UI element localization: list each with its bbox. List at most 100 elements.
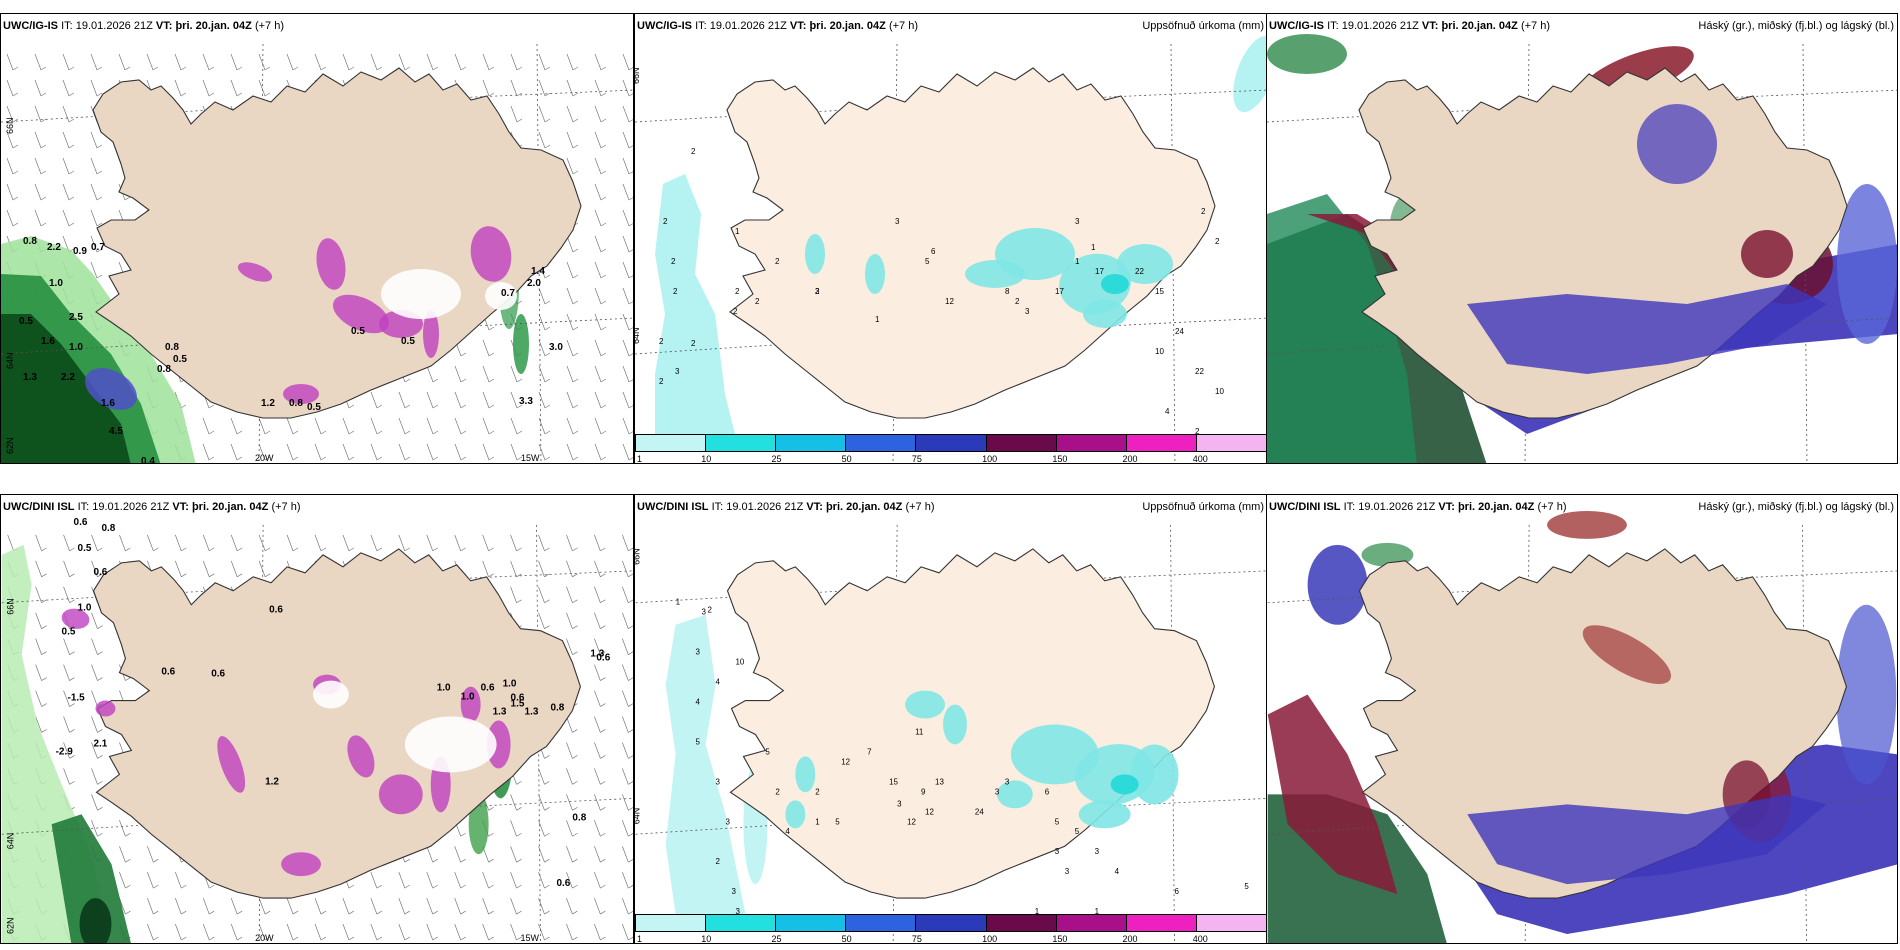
colorbar-segment: [846, 915, 917, 931]
value-label: 0.7: [91, 242, 105, 253]
precip-colorbar: [635, 434, 1267, 452]
value-label: 0.8: [101, 523, 115, 534]
colorbar-segment: [776, 915, 847, 931]
panel-header: UWC/DINI ISL IT: 19.01.2026 21Z VT: þri.…: [637, 501, 935, 513]
value-label: 3: [1065, 867, 1070, 876]
precip-title: Uppsöfnuð úrkoma (mm): [1142, 20, 1264, 32]
precip-title: Uppsöfnuð úrkoma (mm): [1142, 501, 1264, 513]
value-label: 2: [1201, 207, 1206, 216]
value-label: 10: [1215, 387, 1224, 396]
colorbar-labels: 1 10 25 50 75 100 150 200 400: [635, 914, 1267, 944]
value-label: 2: [815, 287, 820, 296]
value-label: 0.7: [501, 288, 515, 299]
colorbar-label: 100: [982, 934, 998, 944]
colorbar-segment: [636, 915, 707, 931]
value-label: 1.0: [69, 342, 83, 353]
value-label: 2: [815, 787, 820, 796]
value-label: 4: [1115, 867, 1120, 876]
value-label: 4.5: [109, 426, 123, 437]
axis-label: 64N: [5, 352, 15, 369]
value-label: 0.5: [173, 354, 187, 365]
value-label: 2: [673, 287, 678, 296]
axis-label: 15W: [521, 453, 540, 463]
value-label: 12: [907, 817, 916, 826]
value-label: 2: [659, 337, 664, 346]
value-label: 1: [735, 227, 740, 236]
panel-header: UWC/IG-IS IT: 19.01.2026 21Z VT: þri. 20…: [1269, 20, 1550, 32]
value-label: 0.5: [351, 326, 365, 337]
value-label: 1.0: [49, 278, 63, 289]
value-label: 3.0: [549, 342, 563, 353]
axis-label: 66N: [5, 117, 15, 134]
value-label: 1.4: [531, 266, 545, 277]
value-label: 5: [925, 257, 930, 266]
value-label: 0.8: [572, 812, 586, 823]
value-label: 3: [1095, 847, 1100, 856]
value-label: 2: [1015, 297, 1020, 306]
value-label: 1.2: [261, 398, 275, 409]
value-label: 3: [1025, 307, 1030, 316]
value-label: 7: [867, 747, 872, 756]
value-label: 5: [1244, 882, 1249, 891]
value-label: 0.8: [289, 398, 303, 409]
value-label: 3: [995, 787, 1000, 796]
value-label: 0.6: [161, 667, 175, 678]
value-label: 6: [1045, 787, 1050, 796]
value-label: 1: [1075, 257, 1080, 266]
value-label: 0.8: [23, 236, 37, 247]
colorbar-segment: [1196, 435, 1266, 451]
value-label: 0.6: [93, 567, 107, 578]
value-label: 2: [1215, 237, 1220, 246]
value-label: 3: [735, 907, 740, 916]
value-label: 17: [1055, 287, 1064, 296]
colorbar-segment: [706, 435, 777, 451]
value-label: 1: [875, 315, 880, 324]
value-label: 5: [1055, 817, 1060, 826]
value-label: 12: [841, 757, 850, 766]
value-label: 1: [815, 817, 820, 826]
value-label: 3: [726, 817, 731, 826]
value-label: 3: [815, 287, 820, 296]
cloud-cover-map: [1267, 34, 1897, 463]
colorbar-label: 10: [701, 454, 712, 464]
value-label: 1.0: [78, 603, 92, 614]
value-label: 2: [1195, 427, 1200, 436]
colorbar-segment: [846, 435, 917, 451]
value-label: 1: [1091, 243, 1096, 252]
value-label: 0.6: [481, 683, 495, 694]
value-label: 0.8: [157, 364, 171, 375]
value-label: -2.9: [56, 746, 74, 757]
value-label: 11: [915, 727, 924, 736]
value-label: 0.5: [19, 316, 33, 327]
panel-precip-top: UWC/IG-IS IT: 19.01.2026 21Z VT: þri. 20…: [634, 13, 1268, 464]
value-label: 3: [696, 648, 701, 657]
value-label: 2.1: [93, 738, 107, 749]
value-label: 2.2: [61, 372, 75, 383]
iceland-landmass: [92, 548, 581, 899]
temperature-map: 66N 64N 62N 20W 15W 0.8 2.2 0.9 0.7 1.0 0.5 2.5 1.6 1…: [1, 43, 633, 463]
value-label: 12: [925, 807, 934, 816]
colorbar-label: 200: [1122, 454, 1138, 464]
value-label: 0.8: [165, 342, 179, 353]
colorbar-label: 25: [771, 934, 782, 944]
value-label: 3: [702, 608, 707, 617]
colorbar-segment: [1056, 915, 1127, 931]
axis-label: 20W: [255, 933, 274, 943]
value-label: 4: [696, 698, 701, 707]
value-label: 3.3: [519, 396, 533, 407]
value-label: 2: [663, 217, 668, 226]
value-label: 2: [716, 857, 721, 866]
value-label: 1.3: [493, 707, 507, 718]
value-label: 2: [775, 257, 780, 266]
value-label: 1.6: [101, 398, 115, 409]
colorbar-label: 10: [701, 934, 712, 944]
value-label: 2.0: [527, 278, 541, 289]
value-label: 2: [708, 606, 713, 615]
colorbar-segment: [1126, 915, 1197, 931]
colorbar-label: 50: [841, 454, 852, 464]
axis-label: 20W: [255, 453, 274, 463]
value-label: 3: [1055, 847, 1060, 856]
value-label: 17: [1095, 267, 1104, 276]
colorbar-label: 200: [1122, 934, 1138, 944]
value-label: 0.5: [307, 402, 321, 413]
